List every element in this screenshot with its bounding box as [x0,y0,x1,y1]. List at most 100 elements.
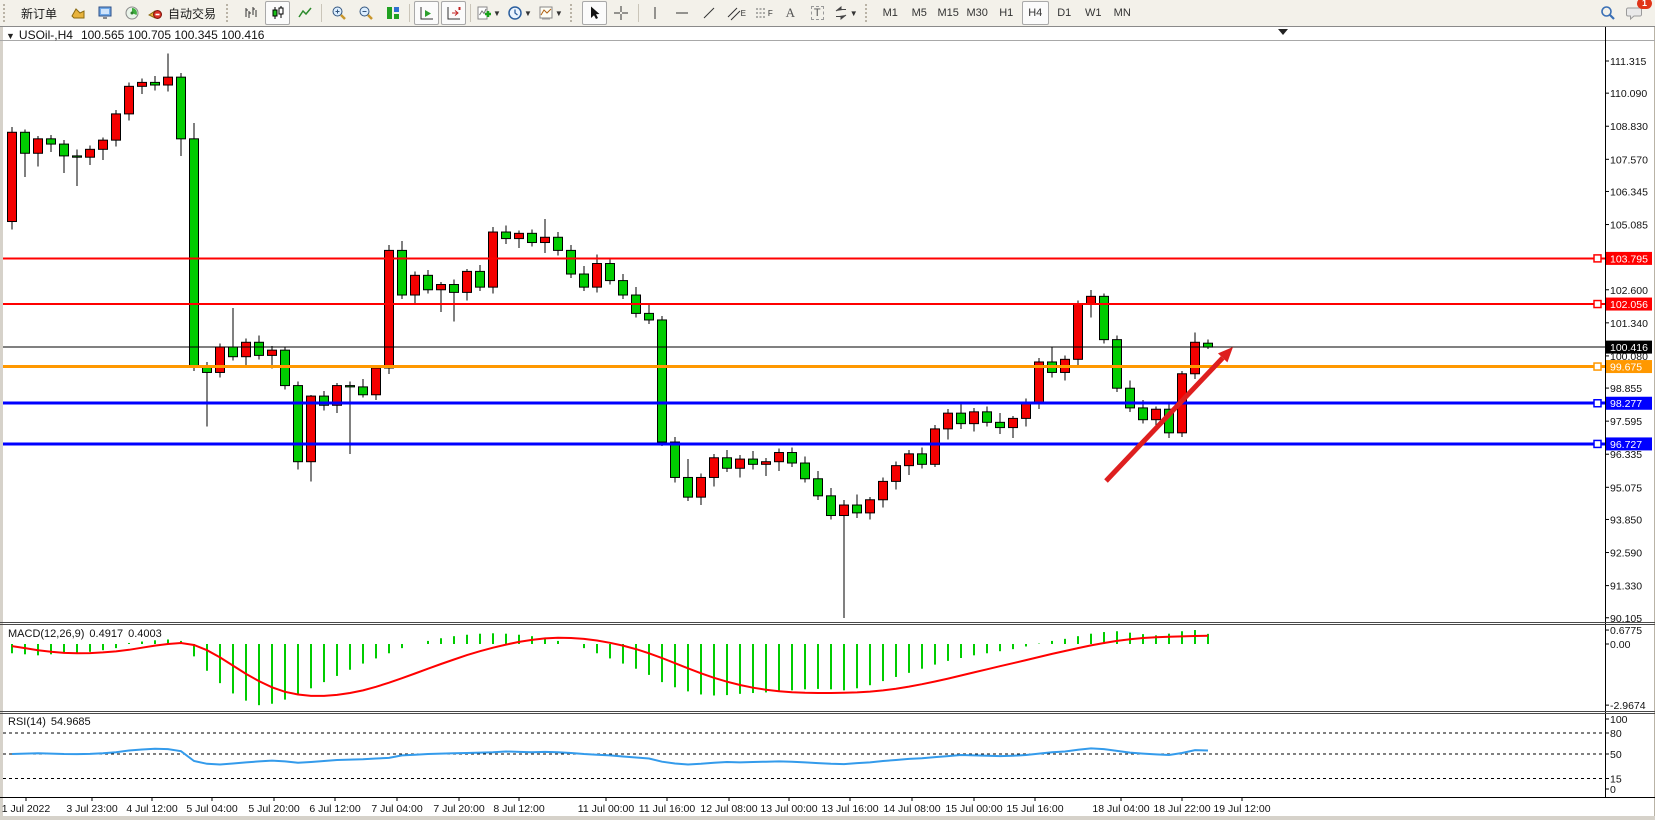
candle [1112,339,1122,389]
trend-arrow-head[interactable] [1217,347,1233,363]
auto-scroll-icon [420,7,433,20]
chart-shift-button[interactable] [441,1,467,25]
horizontal-line-icon [676,12,689,14]
macd-name: MACD(12,26,9) [8,628,85,640]
timeframe-button-M1[interactable]: M1 [882,7,898,19]
time-label: 14 Jul 08:00 [883,803,940,815]
trendline-button[interactable] [697,1,722,25]
price-tick-label: 96.335 [1610,449,1642,461]
dropdown-caret[interactable]: ▼ [493,8,501,18]
zoom-out-button[interactable] [353,1,378,25]
timeframe-button-H1[interactable]: H1 [999,7,1014,19]
candle [189,138,199,368]
candle [501,231,511,240]
dropdown-caret[interactable]: ▼ [523,8,532,18]
templates-button[interactable]: ▼ [537,1,566,25]
channel-letter: E [740,8,746,18]
time-label: 19 Jul 12:00 [1213,803,1270,815]
toolbar-grip[interactable] [864,4,871,22]
candle [709,457,719,478]
timeframe-button-MN[interactable]: MN [1113,7,1131,19]
symbol-dropdown-arrow[interactable]: ▼ [6,31,15,41]
timeframe-button-W1[interactable]: W1 [1084,7,1102,19]
candle [865,499,875,514]
chart-canvas[interactable]: 103.795 102.056 100.416 99.675 98.277 96.727 1… [0,26,1655,820]
bar-chart-button[interactable] [238,1,263,25]
crosshair-button[interactable] [609,1,634,25]
timeframe-group: M1 M5 M15 M30 H1 H4 D1 W1 MN [876,1,1137,25]
time-label: 6 Jul 12:00 [309,803,361,815]
text-icon: A [785,5,795,20]
tile-windows-button[interactable] [380,1,405,25]
equidistant-channel-button[interactable]: E [724,1,749,25]
fibonacci-button[interactable]: F [751,1,776,25]
arrows-button[interactable]: ▼ [832,1,861,25]
text-label-button[interactable]: T [805,1,830,25]
search-button[interactable] [1595,1,1620,25]
navigator-icon [125,6,139,20]
toolbar-grip[interactable] [569,4,576,22]
time-label: 13 Jul 00:00 [760,803,817,815]
macd-indicator-label: MACD(12,26,9) 0.4917 0.4003 [8,628,167,640]
toolbar-grip[interactable] [226,4,232,22]
indicators-button[interactable]: ▼ [475,1,504,25]
timeframe-button-M15[interactable]: M15 [937,7,959,19]
candle [1151,408,1161,421]
timeframe-button-H4[interactable]: H4 [1021,1,1049,25]
hline-handle[interactable] [1593,362,1602,371]
candle [46,138,56,145]
navigator-button[interactable] [119,1,144,25]
vertical-line-button[interactable] [643,1,668,25]
new-order-button[interactable]: 新订单 [21,6,58,21]
indicators-icon [477,6,492,20]
new-chart-button[interactable] [65,1,90,25]
candle [410,274,420,296]
timeframe-button-M5[interactable]: M5 [911,7,927,19]
candle [761,461,771,465]
trend-arrow[interactable] [1104,356,1225,483]
time-label: 18 Jul 04:00 [1092,803,1149,815]
zoom-in-button[interactable] [326,1,351,25]
line-chart-button[interactable] [292,1,317,25]
cursor-button[interactable] [581,1,607,25]
rsi-name: RSI(14) [8,716,46,728]
candle [85,148,95,158]
window-left-edge [0,26,3,820]
candle [319,395,329,406]
macd-signal-value: 0.4003 [128,628,162,640]
timeframe-button-M30[interactable]: M30 [966,7,988,19]
candle [904,453,914,467]
dropdown-caret[interactable]: ▼ [849,8,858,18]
market-watch-icon [98,6,112,19]
dropdown-caret[interactable]: ▼ [554,8,563,18]
candle [228,346,238,358]
hline-handle[interactable] [1593,254,1602,263]
candle [1073,303,1083,360]
notifications-button[interactable]: 1 [1622,0,1652,25]
hline-handle[interactable] [1593,299,1602,309]
candle [358,386,368,396]
price-tick-label: 108.830 [1610,121,1648,133]
autotrading-button[interactable]: 自动交易 [146,1,222,25]
line-chart-icon [297,7,312,18]
candle [696,476,706,498]
timeframe-button-D1[interactable]: D1 [1057,7,1072,19]
horizontal-line-button[interactable] [670,1,695,25]
macd-axis-label: 0.00 [1610,639,1631,651]
arrow-objects-icon [835,5,847,21]
chat-bubble-icon [1626,7,1642,21]
toolbar-grip[interactable] [3,4,9,22]
time-label: 8 Jul 12:00 [493,803,545,815]
market-watch-button[interactable] [92,1,117,25]
price-tick-label: 95.075 [1610,482,1642,494]
toolbar: 新订单 自动交易 [0,0,1655,27]
periods-button[interactable]: ▼ [506,1,535,25]
auto-scroll-button[interactable] [414,1,440,25]
toolbar-separator [470,4,472,22]
hline-handle[interactable] [1593,439,1602,449]
text-button[interactable]: A [778,1,803,25]
candlestick-chart-button[interactable] [265,1,291,25]
hline-handle[interactable] [1593,398,1602,408]
price-tick-label: 92.590 [1610,548,1642,560]
price-line-badge [1606,340,1652,354]
